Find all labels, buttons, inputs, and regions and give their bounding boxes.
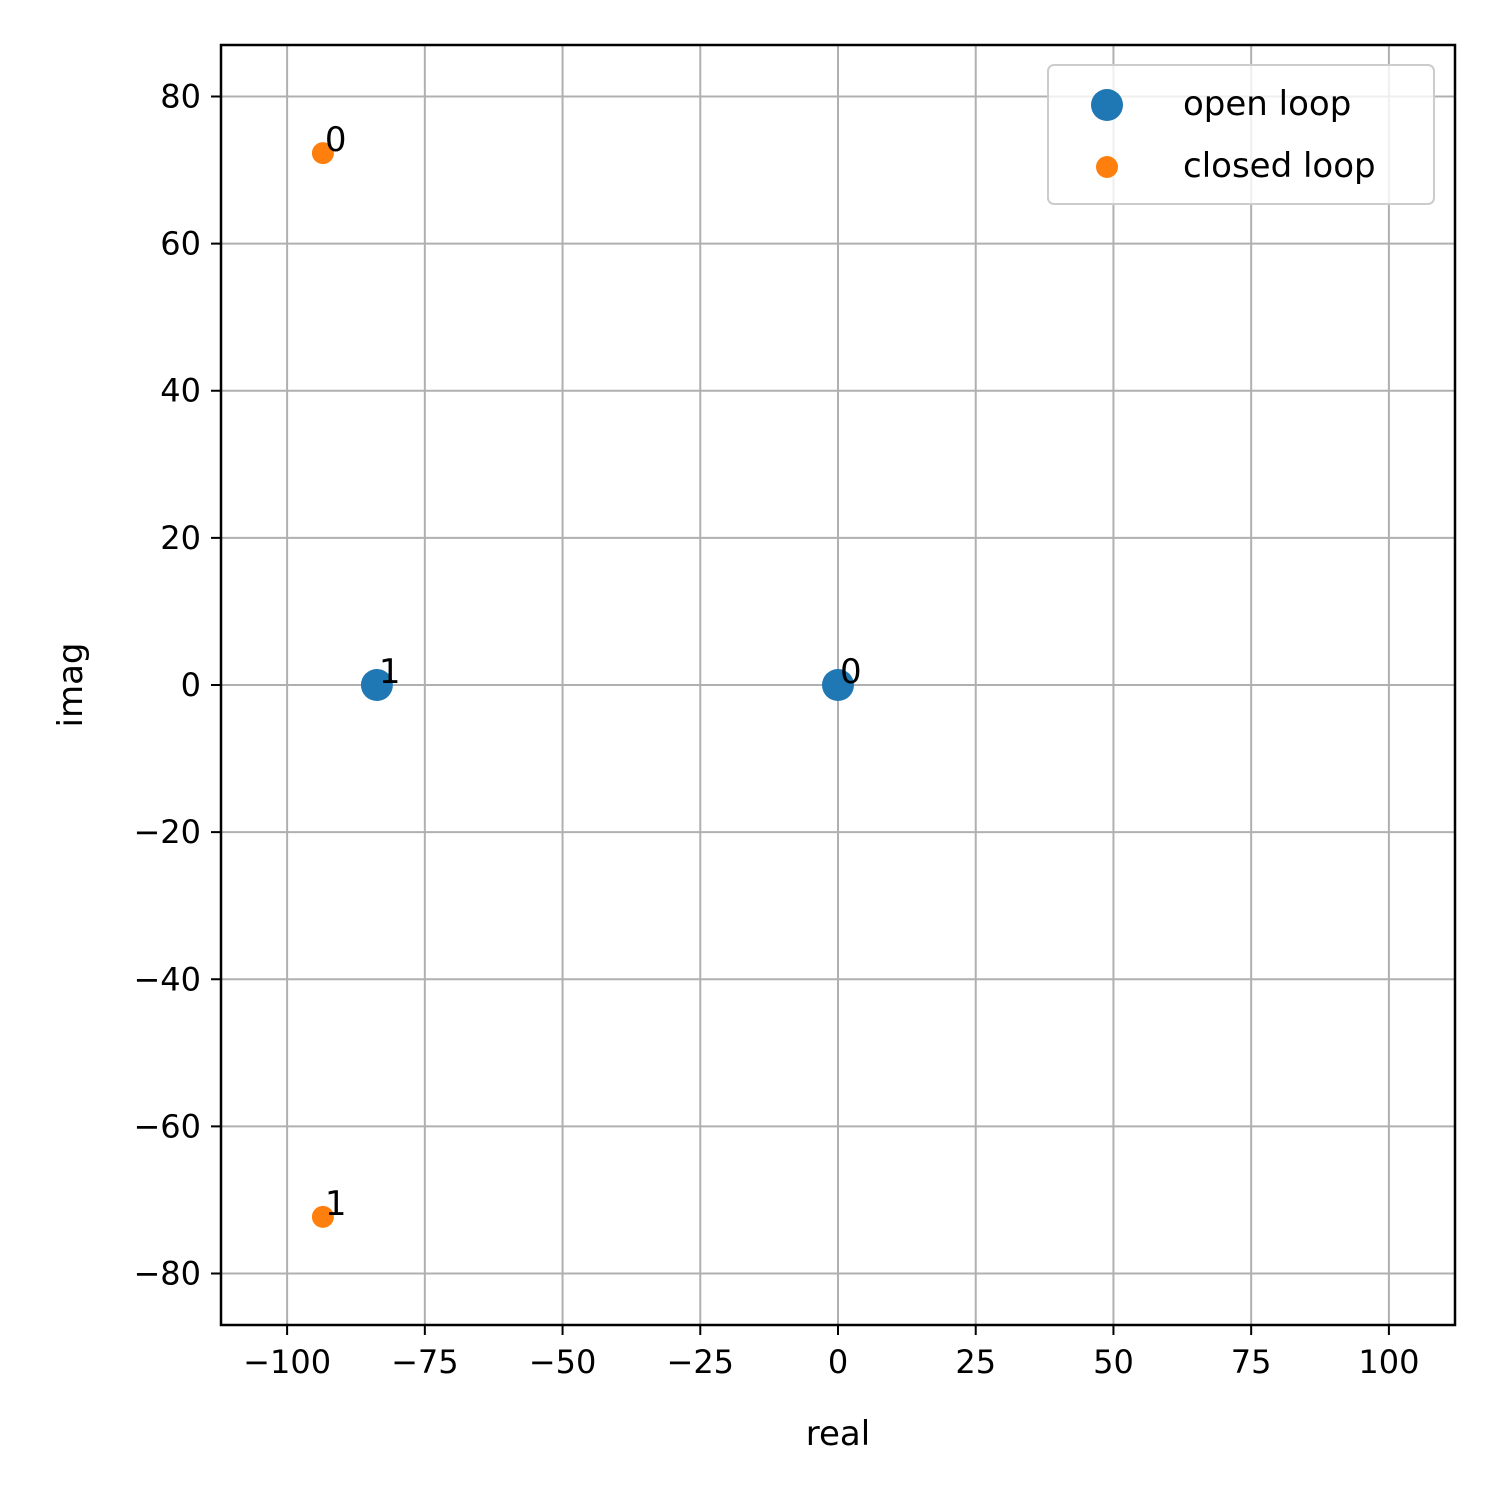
open-loop-point <box>360 669 393 701</box>
x-tick-label: −25 <box>667 1343 735 1381</box>
y-tick-label: −60 <box>133 1107 201 1145</box>
x-tick-label: −75 <box>391 1343 459 1381</box>
x-tick-label: 0 <box>828 1343 848 1381</box>
x-tick-label: 25 <box>955 1343 996 1381</box>
y-axis-label: imag <box>51 643 91 728</box>
open-loop-point <box>822 669 854 701</box>
y-tick-label: 80 <box>160 77 201 115</box>
closed-loop-point <box>311 1205 334 1228</box>
x-axis-label: real <box>806 1414 870 1454</box>
y-tick-label: 60 <box>160 225 201 263</box>
y-tick-label: 20 <box>160 519 201 557</box>
open-loop-point-label: 0 <box>840 652 862 692</box>
legend-box <box>1047 64 1435 205</box>
legend-marker-open-loop <box>1091 89 1123 121</box>
y-tick-label: −20 <box>133 813 201 851</box>
legend-marker-closed-loop <box>1096 156 1118 178</box>
closed-loop-point <box>311 142 334 165</box>
x-tick-label: 75 <box>1231 1343 1272 1381</box>
y-tick-label: 40 <box>160 372 201 410</box>
y-tick-label: −80 <box>133 1255 201 1293</box>
closed-loop-point-label: 1 <box>325 1184 347 1224</box>
y-tick-label: 0 <box>181 666 201 704</box>
y-tick-label: −40 <box>133 960 201 998</box>
data-points: 0 1 0 1 <box>311 120 862 1228</box>
x-tick-label: 100 <box>1358 1343 1419 1381</box>
legend: open loop closed loop <box>1047 64 1435 205</box>
x-tick-label: 50 <box>1093 1343 1134 1381</box>
axis-ticks: −100 −75 −50 −25 0 25 50 75 100−80−60−40−2002040… <box>133 77 1419 1381</box>
closed-loop-point-label: 0 <box>325 120 347 160</box>
open-loop-point-label: 1 <box>379 652 401 692</box>
x-tick-label: −50 <box>529 1343 597 1381</box>
x-tick-label: −100 <box>243 1343 331 1381</box>
legend-label-open-loop: open loop <box>1183 84 1351 124</box>
legend-label-closed-loop: closed loop <box>1183 146 1376 186</box>
